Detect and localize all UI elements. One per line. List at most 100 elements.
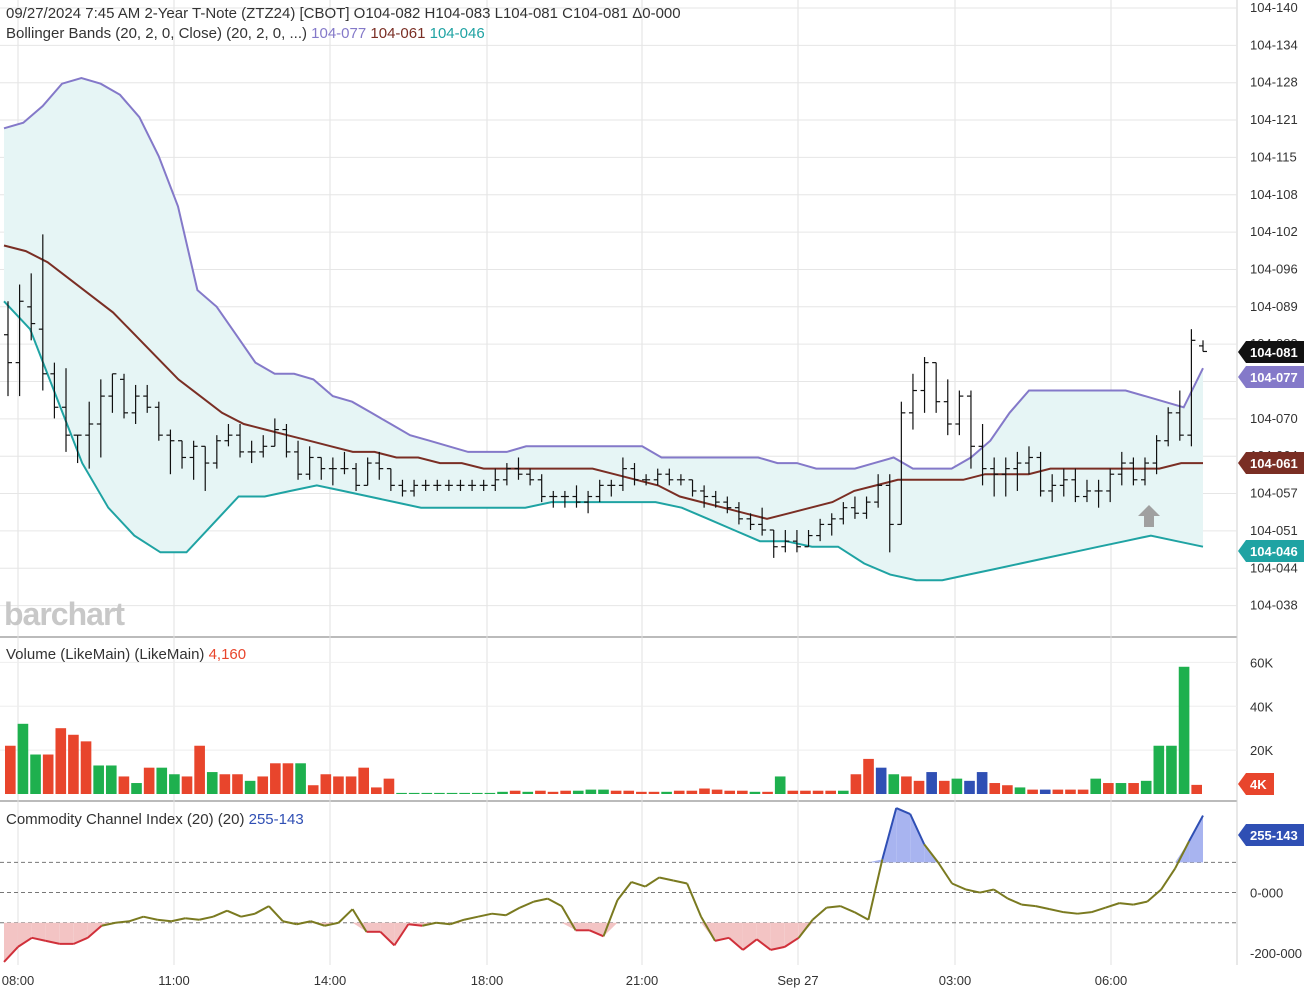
- volume-bar: [711, 789, 723, 794]
- volume-bar: [673, 790, 685, 794]
- volume-bar: [560, 790, 571, 794]
- price-badge-upper-shape: [1238, 366, 1304, 388]
- ohlc-bar: [375, 451, 384, 480]
- cci-line-segment: [393, 923, 410, 946]
- ohlc-bar: [700, 485, 709, 508]
- cci-line-segment: [644, 876, 660, 888]
- ohlc-bar: [955, 390, 964, 436]
- ohlc-bar: [537, 474, 546, 503]
- volume-bar: [598, 789, 609, 794]
- cci-line-segment: [770, 945, 785, 951]
- cci-panel[interactable]: [3, 807, 1204, 963]
- price-panel[interactable]: [3, 77, 1207, 582]
- ohlc-bar: [1094, 479, 1103, 508]
- cci-line-segment: [463, 915, 479, 921]
- cci-line-segment: [212, 909, 228, 918]
- ohlc-bar: [50, 362, 59, 419]
- cci-line-segment: [86, 925, 103, 939]
- price-badge-mid-shape: [1238, 452, 1304, 474]
- ohlc-bar: [328, 457, 337, 486]
- ohlc-bar: [1059, 468, 1068, 497]
- bb-upper-line: [3, 77, 1204, 470]
- volume-bar: [345, 776, 357, 794]
- volume-bar: [585, 789, 597, 794]
- cci-oversold-fill: [756, 922, 771, 950]
- ohlc-bar: [491, 468, 500, 491]
- cci-line-segment: [101, 921, 116, 927]
- ohlc-bar: [270, 418, 279, 447]
- cci-line-segment: [379, 931, 396, 947]
- ohlc-bar: [27, 273, 36, 341]
- cci-line-segment: [1077, 911, 1092, 915]
- cci-line-segment: [714, 936, 730, 942]
- cci-line-segment: [1188, 815, 1204, 842]
- ohlc-bar: [688, 479, 697, 497]
- cci-line-segment: [923, 843, 939, 863]
- cci-line-segment: [1007, 897, 1023, 906]
- cci-line-segment: [449, 918, 465, 926]
- ohlc-bar: [479, 479, 488, 491]
- cci-line-segment: [519, 900, 535, 909]
- cci-oversold-fill: [380, 922, 395, 946]
- ohlc-bar: [502, 463, 511, 486]
- cci-overbought-fill: [896, 808, 911, 863]
- ohlc-bar: [630, 463, 639, 486]
- volume-bar: [194, 745, 205, 794]
- volume-bar: [408, 792, 420, 794]
- cci-line-segment: [1049, 908, 1064, 914]
- x-tick-label: 06:00: [1095, 973, 1128, 988]
- cci-overbought-fill: [868, 859, 883, 863]
- ohlc-bar: [212, 435, 221, 469]
- cci-line-segment: [185, 917, 200, 921]
- volume-bar: [1128, 783, 1139, 794]
- volume-bar: [1039, 789, 1051, 794]
- ohlc-bar: [1036, 451, 1045, 497]
- price-tick-label: 104-038: [1250, 598, 1298, 613]
- badges: 104-081 104-077 104-061 104-046 4K 255-143: [1238, 341, 1304, 846]
- volume-bar: [1052, 789, 1064, 794]
- ohlc-bar: [108, 373, 117, 413]
- volume-bar: [42, 754, 54, 794]
- cci-oversold-fill: [701, 922, 716, 941]
- ohlc-bar: [839, 502, 848, 525]
- cci-line-segment: [422, 921, 437, 927]
- volume-bar: [282, 763, 294, 794]
- price-tick-label: 104-089: [1250, 299, 1298, 314]
- cci-line-segment: [826, 905, 841, 909]
- volume-panel[interactable]: [5, 666, 1202, 794]
- cci-line-segment: [73, 936, 89, 945]
- volume-value: 4,160: [209, 646, 247, 663]
- ohlc-bar: [259, 435, 268, 458]
- ohlc-bar: [4, 301, 12, 397]
- cci-line-segment: [129, 915, 144, 923]
- ohlc-bar: [526, 468, 535, 486]
- cci-line-segment: [268, 905, 284, 922]
- ohlc-bar: [189, 440, 198, 480]
- ohlc-bar: [247, 440, 256, 464]
- volume-bar: [244, 780, 256, 794]
- ohlc-bar: [317, 456, 326, 480]
- price-badge-upper: 104-077: [1238, 366, 1304, 388]
- ohlc-bar: [862, 496, 871, 519]
- ohlc-bar: [1048, 474, 1057, 503]
- price-badge-last-text: 104-081: [1250, 345, 1298, 360]
- volume-bar: [270, 763, 281, 794]
- volume-bar: [686, 790, 698, 794]
- volume-bar: [459, 792, 470, 794]
- cci-line-segment: [1146, 888, 1162, 903]
- price-tick-label: 104-115: [1250, 149, 1297, 164]
- x-tick-label: 18:00: [471, 973, 504, 988]
- volume-bar: [913, 780, 925, 794]
- volume-bar: [623, 790, 635, 794]
- ohlc-bar: [607, 479, 616, 497]
- price-badge-lower-shape: [1238, 540, 1304, 562]
- volume-bar: [1077, 789, 1089, 794]
- volume-bar: [105, 765, 117, 794]
- x-tick-label: 21:00: [626, 973, 659, 988]
- volume-bar: [333, 776, 344, 794]
- ohlc-bar: [874, 474, 883, 508]
- cci-line-segment: [157, 918, 172, 923]
- ohlc-bar: [514, 457, 523, 480]
- ohlc-bar: [1199, 340, 1207, 353]
